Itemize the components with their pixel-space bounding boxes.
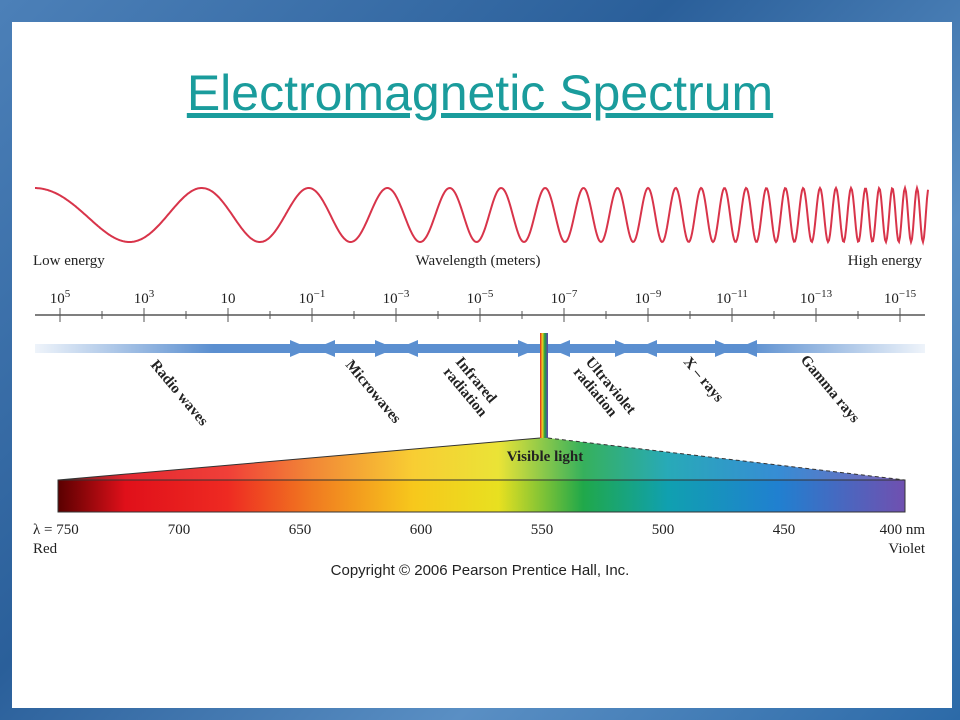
tick-label: 10−15 bbox=[884, 288, 917, 307]
visible-label: Visible light bbox=[507, 449, 584, 465]
band-line: X – rays bbox=[680, 354, 727, 405]
tick-exp: 5 bbox=[65, 288, 71, 300]
visible-tick-label: 400 nm bbox=[880, 522, 926, 538]
band-line: Radio waves bbox=[147, 357, 211, 429]
visible-strip bbox=[540, 333, 548, 438]
tick-label: 10−13 bbox=[800, 288, 833, 307]
tick-base: 10 bbox=[635, 291, 650, 307]
tick-label: 10−9 bbox=[635, 288, 662, 307]
band-label: Microwaves bbox=[342, 357, 404, 427]
visible-tick-label: 550 bbox=[531, 522, 554, 538]
fan-edge bbox=[57, 437, 541, 481]
visible-tick-label: λ = 750 bbox=[33, 522, 79, 538]
tick-exp: −9 bbox=[650, 288, 662, 300]
tick-exp: −3 bbox=[398, 288, 410, 300]
visible-tick-label: 600 bbox=[410, 522, 433, 538]
band-line: Microwaves bbox=[342, 357, 404, 427]
tick-label: 105 bbox=[50, 288, 71, 307]
visible-tick-label: 500 bbox=[652, 522, 675, 538]
tick-label: 103 bbox=[134, 288, 155, 307]
tick-label: 10−11 bbox=[716, 288, 748, 307]
tick-base: 10 bbox=[134, 291, 149, 307]
visible-tick-label: 650 bbox=[289, 522, 312, 538]
tick-label: 10 bbox=[221, 291, 236, 307]
red-label: Red bbox=[33, 541, 58, 557]
tick-base: 10 bbox=[551, 291, 566, 307]
tick-base: 10 bbox=[884, 291, 899, 307]
tick-label: 10−7 bbox=[551, 288, 578, 307]
visible-tick-label: 450 bbox=[773, 522, 796, 538]
violet-label: Violet bbox=[888, 541, 925, 557]
tick-exp: −1 bbox=[314, 288, 326, 300]
tick-exp: −7 bbox=[566, 288, 578, 300]
band-label: Infraredradiation bbox=[440, 354, 503, 420]
tick-base: 10 bbox=[299, 291, 314, 307]
tick-label: 10−1 bbox=[299, 288, 326, 307]
tick-base: 10 bbox=[467, 291, 482, 307]
band-label: Gamma rays bbox=[797, 352, 863, 426]
copyright: Copyright © 2006 Pearson Prentice Hall, … bbox=[331, 562, 630, 579]
wave bbox=[35, 184, 929, 246]
high-energy: High energy bbox=[848, 253, 923, 269]
band-label: Ultravioletradiation bbox=[570, 354, 639, 428]
title[interactable]: Electromagnetic Spectrum bbox=[187, 65, 773, 121]
tick-label: 10−5 bbox=[467, 288, 494, 307]
tick-exp: −11 bbox=[731, 288, 748, 300]
band-arrows bbox=[290, 340, 757, 357]
tick-base: 10 bbox=[800, 291, 815, 307]
tick-base: 10 bbox=[50, 291, 65, 307]
tick-exp: −13 bbox=[815, 288, 833, 300]
tick-base: 10 bbox=[221, 291, 236, 307]
tick-base: 10 bbox=[716, 291, 731, 307]
visible-fan bbox=[58, 438, 905, 480]
band-line: Gamma rays bbox=[797, 352, 863, 426]
band-label: Radio waves bbox=[147, 357, 211, 429]
tick-exp: −5 bbox=[482, 288, 494, 300]
tick-base: 10 bbox=[383, 291, 398, 307]
band-label: X – rays bbox=[680, 354, 727, 405]
low-energy: Low energy bbox=[33, 253, 105, 269]
tick-exp: −15 bbox=[899, 288, 917, 300]
tick-exp: 3 bbox=[149, 288, 155, 300]
fan-edge bbox=[547, 437, 906, 481]
visible-tick-label: 700 bbox=[168, 522, 191, 538]
visible-bar bbox=[57, 479, 906, 513]
wavelength-label: Wavelength (meters) bbox=[416, 253, 541, 269]
panel bbox=[12, 22, 952, 708]
tick-label: 10−3 bbox=[383, 288, 410, 307]
